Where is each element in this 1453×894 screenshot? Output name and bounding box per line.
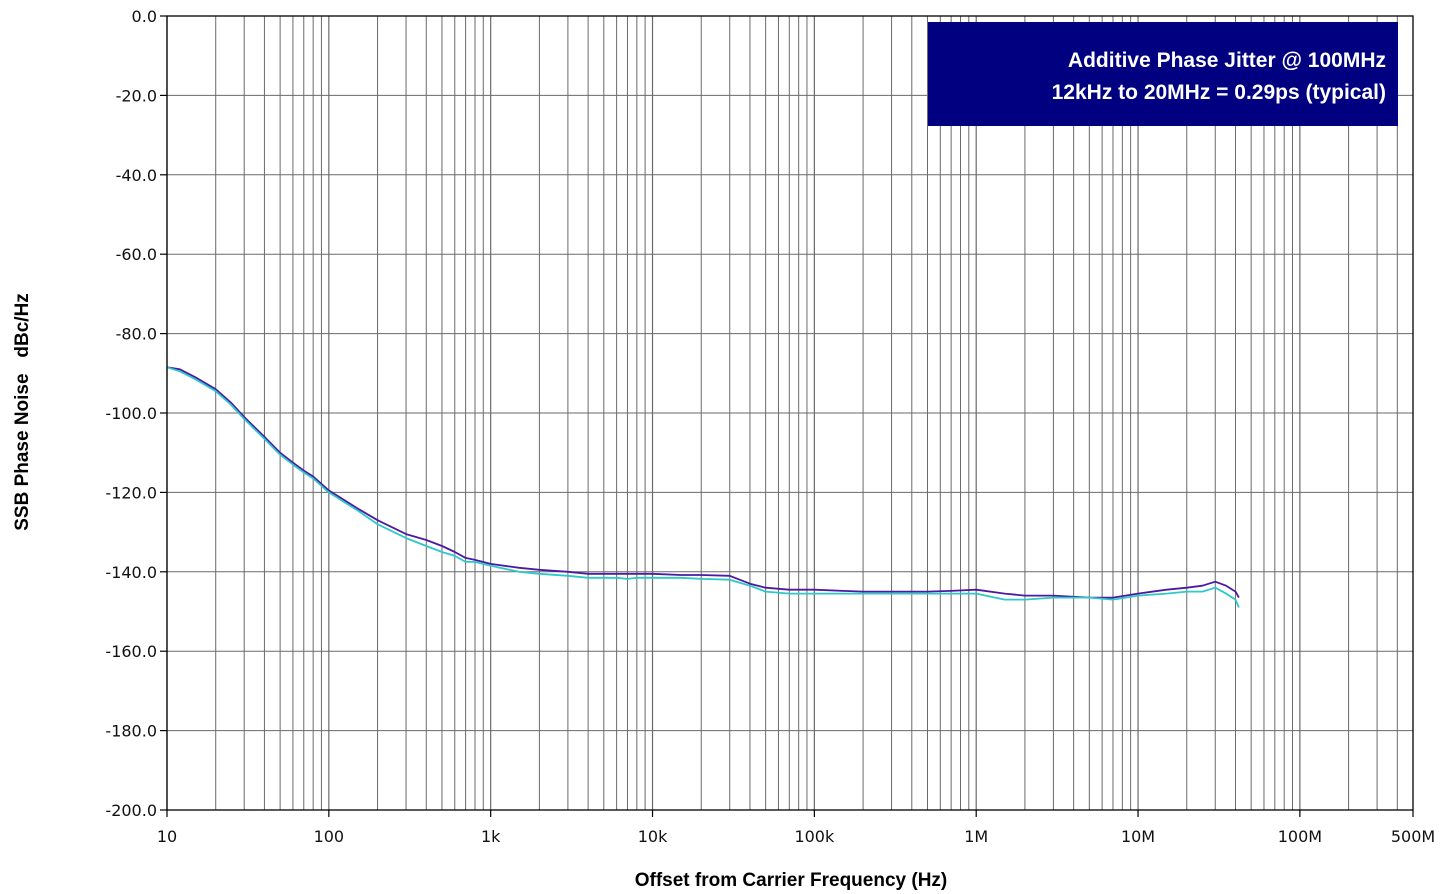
y-tick-label: -100.0 bbox=[105, 404, 157, 423]
series-line-2 bbox=[166, 366, 1240, 608]
y-tick-label: -200.0 bbox=[105, 801, 157, 820]
series-line-1 bbox=[166, 366, 1240, 599]
tick-layer: 0.0 -20.0 -40.0 -60.0 -80.0 -100.0 -120.0 -140.… bbox=[105, 7, 1435, 846]
y-tick-label: 0.0 bbox=[132, 7, 157, 26]
x-tick-label: 1M bbox=[964, 827, 988, 846]
x-tick-label: 100 bbox=[314, 827, 345, 846]
y-tick-label: -40.0 bbox=[116, 166, 157, 185]
y-tick-label: -140.0 bbox=[105, 563, 157, 582]
y-tick-label: -60.0 bbox=[116, 245, 157, 264]
x-tick-label: 10M bbox=[1121, 827, 1155, 846]
annotation-line-2: 12kHz to 20MHz = 0.29ps (typical) bbox=[1052, 81, 1386, 104]
grid-layer bbox=[166, 15, 1414, 811]
y-tick-label: -180.0 bbox=[105, 722, 157, 741]
x-tick-label: 100k bbox=[794, 827, 835, 846]
annotation-background bbox=[928, 22, 1398, 126]
x-tick-label: 10k bbox=[638, 827, 668, 846]
x-tick-label: 1k bbox=[481, 827, 501, 846]
series-layer bbox=[166, 366, 1240, 608]
annotation-line-1: Additive Phase Jitter @ 100MHz bbox=[1068, 49, 1386, 72]
y-tick-label: -20.0 bbox=[116, 86, 157, 105]
y-tick-label: -160.0 bbox=[105, 642, 157, 661]
annotation-box: Additive Phase Jitter @ 100MHz 12kHz to … bbox=[928, 22, 1398, 126]
x-tick-label: 100M bbox=[1278, 827, 1322, 846]
y-axis-title: SSB Phase Noise dBc/Hz bbox=[12, 293, 33, 531]
x-tick-label: 10 bbox=[157, 827, 177, 846]
x-tick-label: 500M bbox=[1391, 827, 1435, 846]
x-axis-title: Offset from Carrier Frequency (Hz) bbox=[635, 870, 948, 891]
y-tick-label: -80.0 bbox=[116, 325, 157, 344]
y-tick-label: -120.0 bbox=[105, 483, 157, 502]
